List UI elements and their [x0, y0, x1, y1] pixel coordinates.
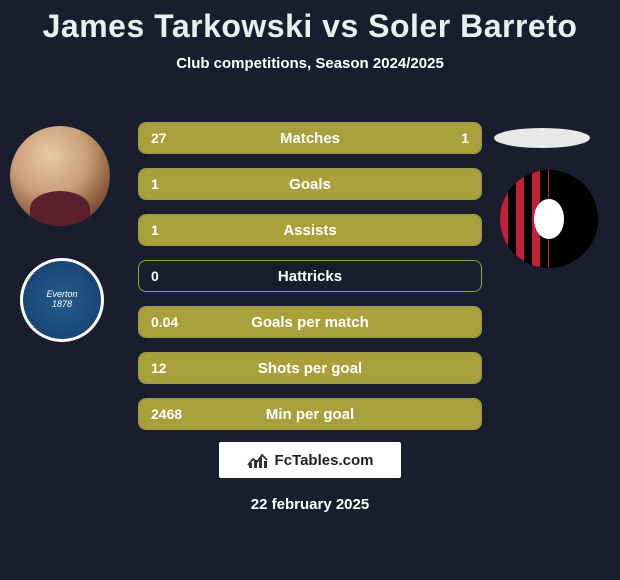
stat-label: Goals per match	[139, 307, 481, 337]
branding-text: FcTables.com	[275, 452, 374, 469]
club-badge-right	[500, 170, 598, 268]
chart-icon	[247, 451, 269, 469]
player-right-photo	[494, 128, 590, 148]
subtitle: Club competitions, Season 2024/2025	[0, 55, 620, 72]
page-title: James Tarkowski vs Soler Barreto	[0, 0, 620, 45]
player-left-photo	[10, 126, 110, 226]
stat-row: 1Assists	[138, 214, 482, 246]
stat-row: 12Shots per goal	[138, 352, 482, 384]
stat-row: 2468Min per goal	[138, 398, 482, 430]
stat-row: 1Goals	[138, 168, 482, 200]
stat-row: 271Matches	[138, 122, 482, 154]
stat-label: Goals	[139, 169, 481, 199]
date-label: 22 february 2025	[0, 496, 620, 513]
club-left-label: Everton1878	[46, 290, 77, 310]
stat-row: 0.04Goals per match	[138, 306, 482, 338]
stat-label: Hattricks	[139, 261, 481, 291]
comparison-bars: 271Matches 1Goals 1Assists 0Hattricks 0.04Go…	[138, 122, 482, 444]
stat-label: Matches	[139, 123, 481, 153]
stat-label: Min per goal	[139, 399, 481, 429]
club-badge-left: Everton1878	[20, 258, 104, 342]
stat-label: Assists	[139, 215, 481, 245]
stat-row: 0Hattricks	[138, 260, 482, 292]
stat-label: Shots per goal	[139, 353, 481, 383]
branding-badge: FcTables.com	[219, 442, 401, 478]
